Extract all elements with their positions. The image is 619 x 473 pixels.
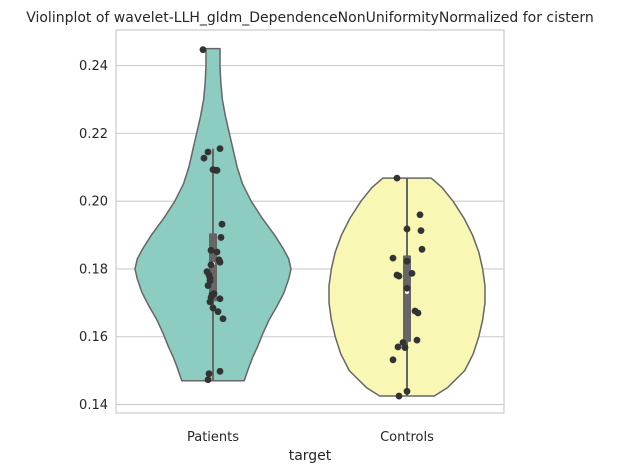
violin-layer [134, 47, 486, 397]
data-point [408, 269, 416, 277]
data-point [199, 46, 207, 54]
data-point [403, 284, 411, 292]
data-point [200, 154, 208, 162]
data-point [389, 356, 397, 364]
iqr-box [403, 255, 411, 342]
point-layer [199, 46, 426, 400]
data-point [204, 376, 212, 384]
data-point [395, 272, 403, 280]
chart-title: Violinplot of wavelet-LLH_gldm_Dependenc… [26, 10, 594, 26]
y-tick-label: 0.22 [79, 127, 108, 142]
data-point [214, 308, 222, 316]
data-point [416, 211, 424, 219]
x-tick-label: Patients [187, 430, 239, 445]
data-point [216, 145, 224, 153]
data-point [418, 245, 426, 253]
data-point [413, 336, 421, 344]
data-point [403, 225, 411, 233]
data-point [393, 174, 401, 182]
data-point [417, 227, 425, 235]
data-point [218, 220, 226, 228]
data-point [205, 370, 213, 378]
data-point [216, 258, 224, 266]
y-tick-label: 0.14 [79, 398, 108, 413]
y-tick-label: 0.18 [79, 262, 108, 277]
data-point [414, 309, 422, 317]
data-point [216, 367, 224, 375]
data-point [403, 387, 411, 395]
data-point [204, 148, 212, 156]
data-point [219, 315, 227, 323]
data-point [213, 248, 221, 256]
data-point [209, 304, 217, 312]
data-point [217, 234, 225, 241]
y-tick-label: 0.24 [79, 59, 108, 74]
data-point [206, 298, 214, 306]
data-point [213, 166, 221, 174]
plot-frame [115, 29, 505, 414]
data-point [204, 282, 212, 289]
x-tick-labels: Patients Controls [187, 430, 434, 445]
y-tick-label: 0.20 [79, 195, 108, 210]
data-point [403, 257, 411, 265]
data-point [395, 392, 403, 400]
x-tick-label: Controls [380, 430, 434, 445]
data-point [389, 254, 397, 262]
y-tick-labels: 0.14 0.16 0.18 0.20 0.22 0.24 [79, 59, 108, 413]
data-point [401, 344, 409, 351]
data-point [207, 261, 215, 269]
data-point [394, 343, 402, 351]
x-axis-label: target [289, 448, 332, 464]
y-tick-label: 0.16 [79, 330, 108, 345]
data-point [207, 246, 215, 254]
data-point [216, 295, 224, 303]
